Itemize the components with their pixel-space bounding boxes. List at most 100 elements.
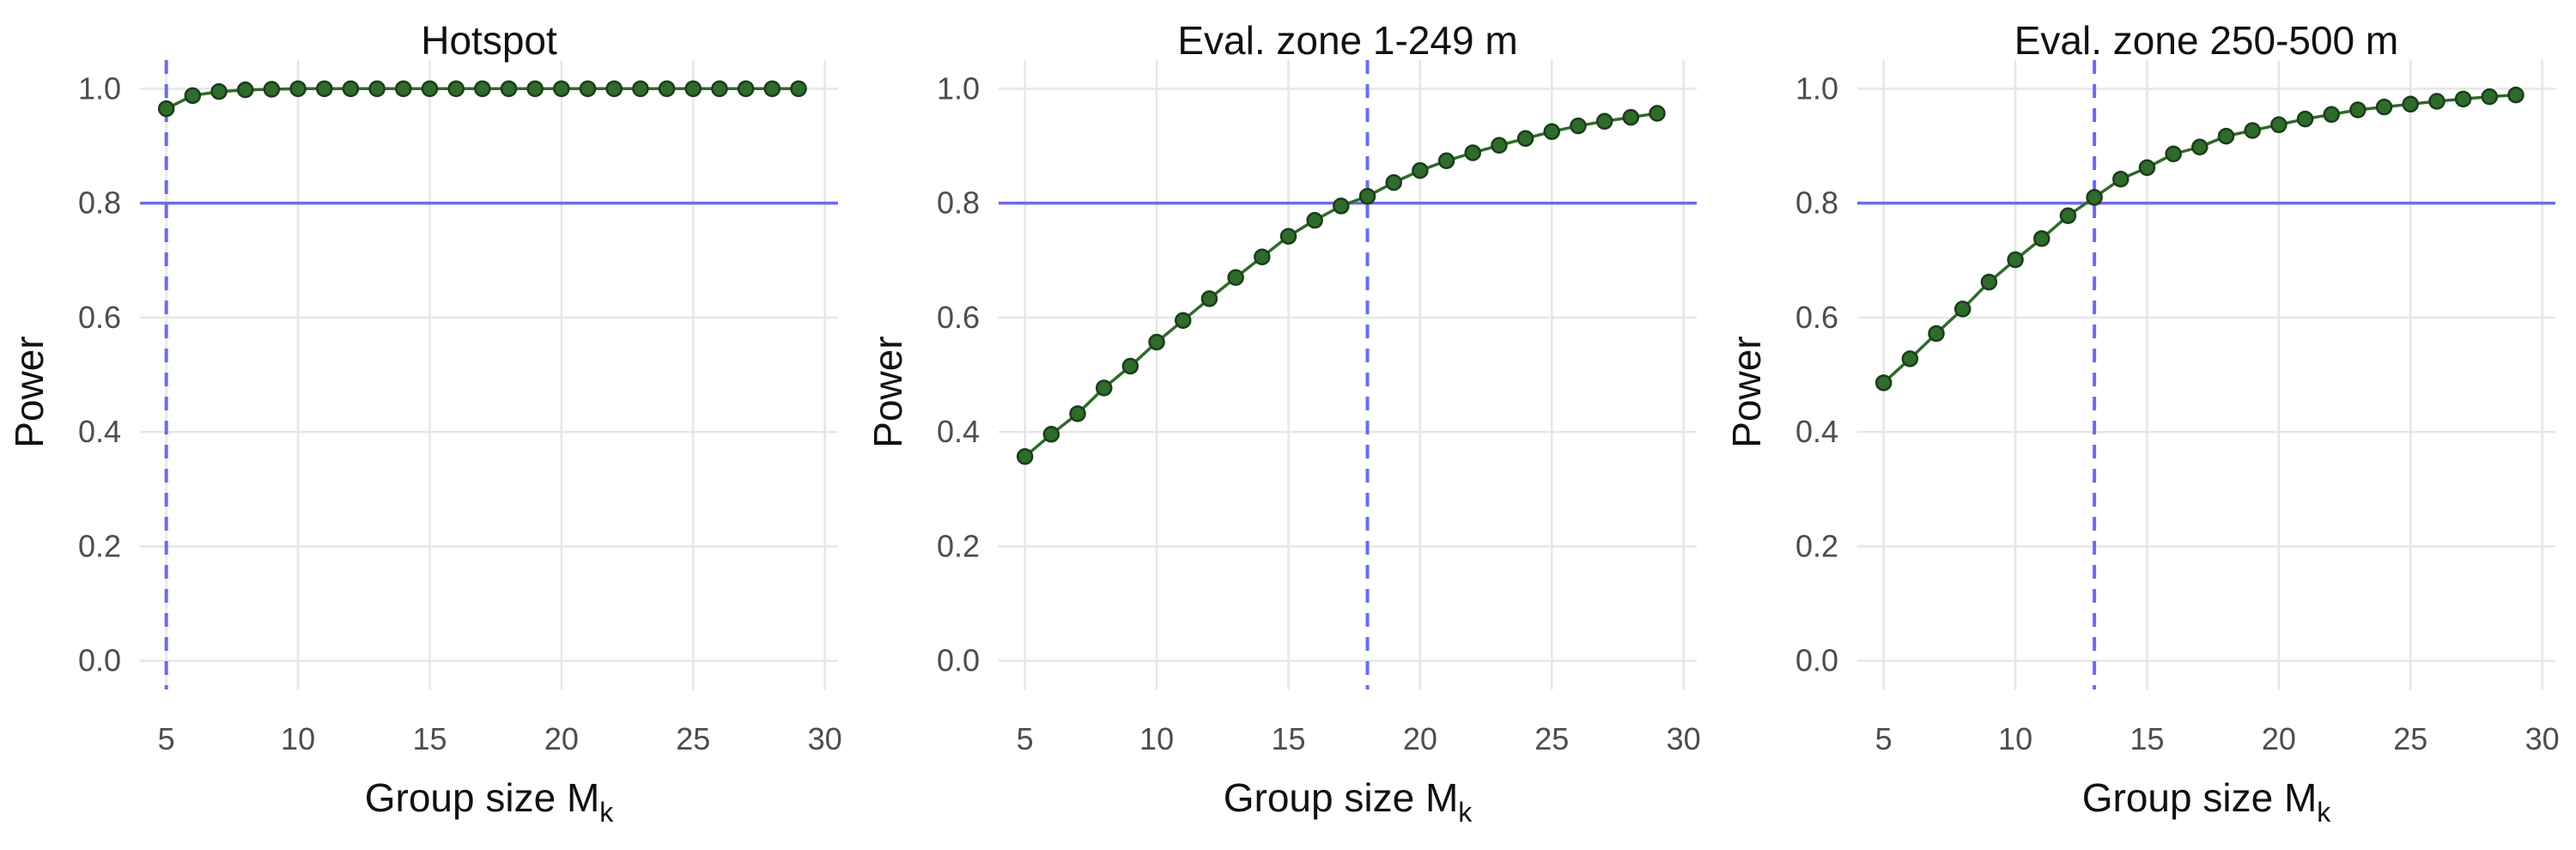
power-point — [1279, 228, 1297, 245]
power-point — [2507, 86, 2524, 104]
power-point — [1095, 379, 1113, 397]
x-axis-title: Group size Mk — [2082, 775, 2332, 828]
x-tick-label: 5 — [1017, 721, 1034, 756]
power-point — [1491, 137, 1508, 155]
power-point — [2165, 145, 2182, 163]
y-tick-label: 0.6 — [1795, 300, 1838, 335]
power-point — [1042, 426, 1060, 443]
y-tick-label: 0.8 — [78, 185, 121, 221]
power-point — [1649, 105, 1666, 122]
power-point — [316, 80, 333, 98]
power-point — [1333, 197, 1350, 215]
power-point — [1928, 325, 1945, 343]
power-point — [1874, 374, 1893, 392]
x-axis-title-text: Group size M — [1224, 775, 1459, 820]
power-point — [1622, 108, 1640, 126]
y-tick-label: 0.8 — [1795, 185, 1838, 221]
power-point — [1385, 173, 1402, 191]
power-point — [500, 80, 518, 98]
y-tick-label: 0.8 — [937, 185, 980, 221]
y-tick-label: 0.2 — [937, 528, 980, 563]
x-tick-label: 25 — [676, 721, 710, 756]
power-point — [395, 80, 412, 98]
power-point — [2138, 159, 2156, 177]
x-tick-label: 15 — [1271, 721, 1305, 756]
power-point — [1412, 161, 1429, 179]
y-tick-label: 0.4 — [937, 414, 980, 449]
power-point — [2402, 95, 2420, 113]
y-axis-title: Power — [866, 336, 910, 447]
power-point — [2244, 122, 2261, 139]
y-tick-label: 0.4 — [1795, 414, 1838, 449]
x-tick-label: 10 — [1998, 721, 2032, 756]
y-tick-label: 0.2 — [1795, 528, 1838, 563]
power-point — [1121, 357, 1139, 375]
power-point — [2323, 106, 2340, 124]
y-tick-label: 1.0 — [937, 70, 980, 106]
power-point — [1595, 112, 1613, 131]
panel-title: Eval. zone 1-249 m — [1177, 18, 1517, 63]
power-point — [2059, 207, 2077, 225]
power-point — [2112, 170, 2129, 188]
power-point — [2428, 93, 2445, 110]
y-tick-label: 0.6 — [937, 300, 980, 335]
power-point — [1148, 333, 1165, 351]
power-point — [2296, 110, 2314, 128]
power-point — [632, 80, 649, 98]
panel-title: Eval. zone 250-500 m — [2014, 18, 2399, 63]
x-tick-label: 20 — [544, 721, 579, 756]
power-point — [368, 80, 386, 98]
power-point — [1953, 301, 1971, 318]
power-point — [2349, 101, 2366, 118]
power-point — [2454, 90, 2472, 108]
x-tick-label: 25 — [2393, 721, 2427, 756]
power-point — [605, 80, 623, 98]
x-tick-label: 10 — [1139, 721, 1174, 756]
power-point — [184, 87, 202, 105]
y-tick-label: 0.0 — [937, 643, 980, 678]
x-axis-title: Group size Mk — [365, 775, 615, 828]
y-tick-label: 0.0 — [1795, 643, 1838, 678]
x-tick-label: 30 — [808, 721, 842, 756]
power-series-line — [1024, 112, 1658, 458]
power-point — [790, 80, 807, 98]
power-point — [474, 80, 491, 98]
power-point — [763, 80, 781, 98]
chart-panel-2: 5 10 15 20 25 30 0.0 0.2 0.4 0.6 0.8 1.0 Eval. zone … — [866, 18, 1701, 828]
x-tick-label: 15 — [2129, 721, 2164, 756]
y-tick-label: 0.6 — [78, 300, 121, 335]
power-point — [1016, 448, 1034, 465]
power-point — [2086, 189, 2103, 206]
power-point — [579, 80, 597, 98]
y-tick-label: 0.2 — [78, 528, 121, 563]
power-point — [737, 80, 755, 98]
power-point — [1516, 130, 1534, 148]
x-tick-label: 25 — [1534, 721, 1569, 756]
power-point — [263, 81, 281, 98]
power-point — [1358, 187, 1376, 205]
power-point — [157, 100, 175, 118]
y-axis-title: Power — [1724, 336, 1769, 447]
power-point — [1543, 123, 1561, 141]
power-point — [711, 80, 728, 98]
power-point — [421, 80, 439, 98]
chart-panel-3: 5 10 15 20 25 30 0.0 0.2 0.4 0.6 0.8 1.0 Eval. zone … — [1724, 18, 2560, 828]
power-point — [1254, 248, 1271, 265]
x-tick-label: 30 — [2525, 721, 2560, 756]
power-point — [2375, 98, 2393, 116]
x-axis-title-subscript: k — [599, 797, 614, 828]
x-axis-title: Group size Mk — [1224, 775, 1473, 828]
power-point — [1306, 211, 1323, 229]
power-point — [342, 80, 360, 98]
y-axis-title: Power — [7, 336, 52, 447]
x-axis-title-subscript: k — [1458, 797, 1473, 828]
power-point — [1570, 117, 1587, 135]
power-point — [1464, 144, 1481, 161]
power-point — [2033, 230, 2050, 247]
x-axis-title-text: Group size M — [365, 775, 600, 820]
y-tick-label: 1.0 — [78, 70, 121, 106]
power-point — [236, 81, 254, 99]
power-point — [1980, 273, 1998, 291]
power-point — [447, 80, 465, 98]
y-tick-label: 1.0 — [1795, 70, 1838, 106]
